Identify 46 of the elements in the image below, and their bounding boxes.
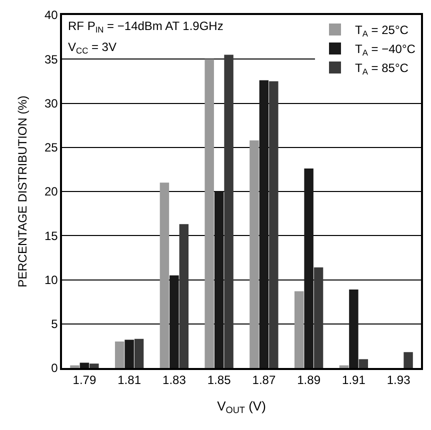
legend-label: T$_{A}$ = −40°C: [355, 42, 416, 58]
bar: [269, 81, 278, 368]
bar: [80, 362, 90, 368]
y-tick-label: 35: [44, 52, 58, 66]
x-tick-label: 1.79: [72, 373, 96, 388]
bar: [358, 359, 368, 368]
bar: [134, 338, 144, 368]
bar: [90, 364, 99, 368]
bar: [250, 140, 259, 368]
bar: [349, 289, 358, 368]
x-tick-label: 1.93: [386, 373, 411, 388]
legend-label: T$_{A}$ = 25°C: [355, 23, 409, 39]
annotation: RF P$_{IN}$ = −14dBm AT 1.9GHz: [68, 19, 224, 35]
y-tick-label: 25: [44, 140, 58, 155]
x-tick-label: 1.89: [297, 373, 321, 388]
x-tick-label: 1.83: [162, 373, 186, 388]
bar: [404, 352, 413, 368]
x-axis-title: V$_{OUT}$ (V): [217, 398, 266, 415]
bar: [304, 168, 314, 368]
bar: [124, 340, 134, 368]
annotation: V$_{CC}$ = 3V: [68, 40, 116, 56]
bar: [114, 342, 124, 368]
y-axis-title: PERCENTAGE DISTRIBUTION (%): [15, 96, 30, 288]
y-tick-label: 10: [44, 272, 58, 287]
x-tick-label: 1.91: [342, 373, 366, 388]
x-tick-label: 1.87: [252, 373, 276, 388]
legend-label: T$_{A}$ = 85°C: [355, 61, 409, 77]
bar: [179, 224, 189, 368]
x-tick-label: 1.81: [118, 373, 142, 388]
y-tick-label: 5: [51, 317, 58, 332]
bar: [170, 275, 179, 368]
bar: [339, 365, 349, 368]
bar: [70, 365, 80, 368]
bar: [294, 291, 304, 368]
bar: [314, 267, 324, 368]
x-tick-label: 1.85: [207, 373, 232, 388]
y-tick-label: 20: [44, 184, 58, 199]
y-tick-label: 0: [51, 361, 58, 376]
bar: [214, 192, 224, 368]
y-tick-label: 30: [44, 96, 58, 110]
y-tick-label: 15: [44, 228, 58, 243]
bar: [259, 80, 269, 368]
bar: [204, 59, 214, 368]
bar: [160, 182, 170, 368]
y-tick-label: 40: [44, 8, 58, 22]
bar: [224, 54, 234, 368]
